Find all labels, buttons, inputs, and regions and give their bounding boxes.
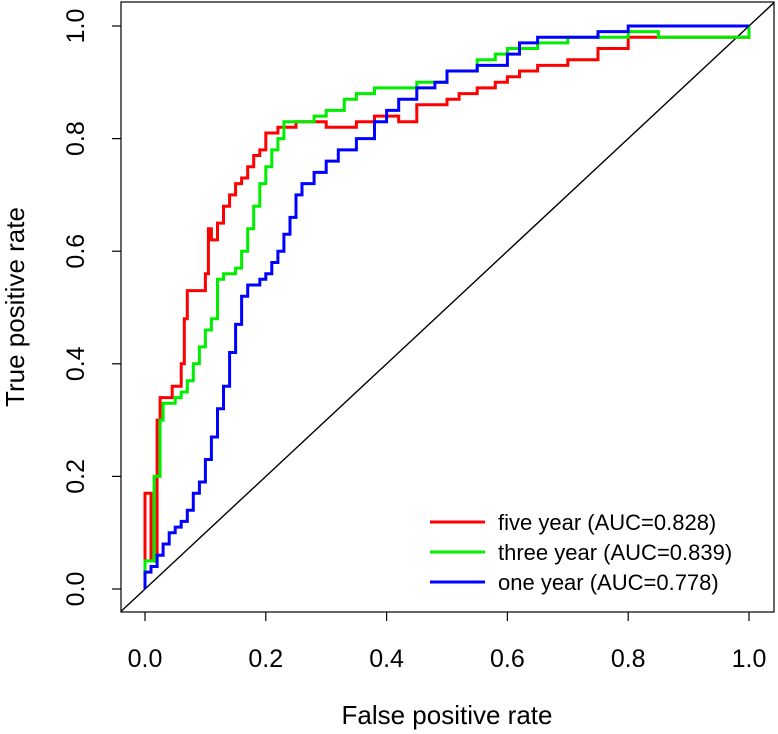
x-axis-label: False positive rate — [342, 700, 553, 730]
tick-marks — [112, 25, 750, 621]
y-tick-label: 0.8 — [62, 121, 90, 156]
x-tick-label: 0.8 — [611, 645, 646, 673]
y-axis-label: True positive rate — [0, 207, 30, 407]
roc-curve-3 — [143, 24, 749, 589]
tick-labels: 0.0 0.2 0.4 0.6 0.8 1.0 0.0 0.2 0.4 0.6 0.8 1.0 — [62, 9, 766, 673]
legend-label: one year (AUC=0.778) — [498, 570, 719, 595]
x-tick-label: 0.6 — [490, 645, 525, 673]
x-tick-label: 1.0 — [732, 645, 767, 673]
legend-label: five year (AUC=0.828) — [498, 510, 716, 535]
plot-frame — [120, 1, 775, 613]
x-tick-label: 0.0 — [128, 645, 163, 673]
y-tick-label: 0.2 — [62, 459, 90, 494]
y-tick-label: 0.0 — [62, 572, 90, 607]
y-tick-label: 0.6 — [62, 234, 90, 269]
roc-curve-1 — [143, 26, 751, 589]
roc-curve-2 — [143, 26, 751, 589]
y-tick-label: 1.0 — [62, 9, 90, 44]
x-tick-label: 0.4 — [369, 645, 404, 673]
roc-curves — [143, 24, 751, 589]
diagonal-reference-line — [120, 2, 775, 612]
x-tick-label: 0.2 — [248, 645, 283, 673]
legend: five year (AUC=0.828) three year (AUC=0.8… — [430, 510, 732, 595]
y-tick-label: 0.4 — [62, 346, 90, 381]
legend-label: three year (AUC=0.839) — [498, 540, 732, 565]
